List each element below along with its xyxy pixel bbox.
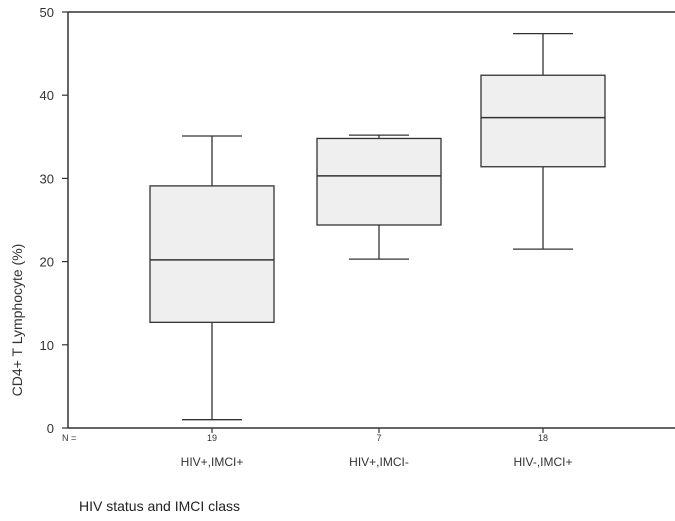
y-tick-label: 20 (40, 255, 54, 270)
box-group (480, 32, 606, 250)
category-label: HIV+,IMCI- (349, 455, 409, 469)
y-axis-label: CD4+ T Lymphocyte (%) (9, 244, 25, 397)
y-tick-label: 0 (47, 421, 54, 436)
x-axis-label: HIV status and IMCI class (79, 498, 241, 514)
y-tick-label: 30 (40, 171, 54, 186)
iqr-box (149, 185, 275, 323)
n-value-label: 18 (538, 433, 548, 443)
n-value-label: 19 (207, 433, 217, 443)
box-group (316, 134, 442, 260)
n-value-label: 7 (376, 433, 381, 443)
category-label: HIV-,IMCI+ (513, 455, 572, 469)
iqr-box (480, 74, 606, 168)
y-tick-label: 40 (40, 88, 54, 103)
n-label: N = (62, 433, 76, 443)
y-tick-label: 50 (40, 5, 54, 20)
category-label: HIV+,IMCI+ (181, 455, 244, 469)
iqr-box (316, 137, 442, 226)
box-group (149, 135, 275, 421)
y-tick-label: 10 (40, 338, 54, 353)
